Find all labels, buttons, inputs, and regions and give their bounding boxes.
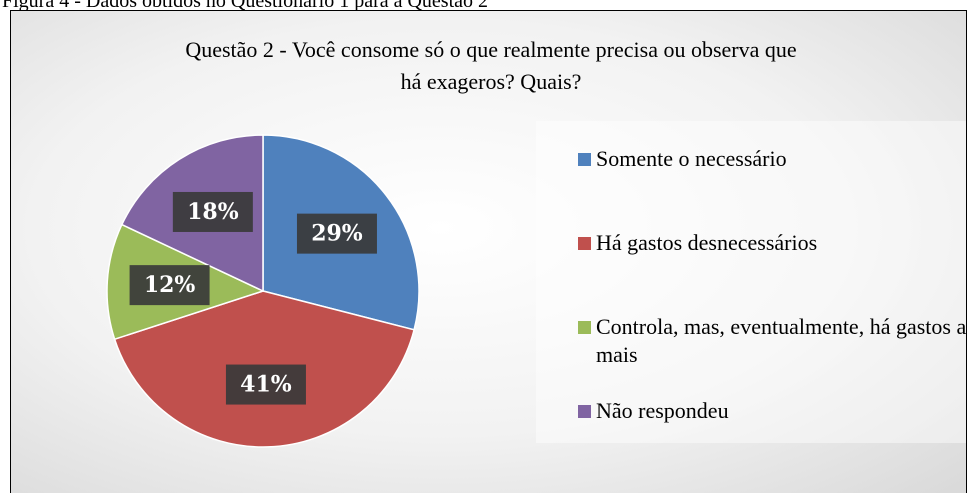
legend-swatch xyxy=(578,153,591,166)
data-label: 18% xyxy=(187,199,239,225)
legend-label: Controla, mas, eventualmente, há gastos … xyxy=(596,314,967,367)
chart-title: Questão 2 - Você consome só o que realme… xyxy=(185,37,796,62)
chart-title: há exageros? Quais? xyxy=(401,69,582,94)
legend-entry: Controla, mas, eventualmente, há gastos … xyxy=(576,313,967,369)
legend-label: Há gastos desnecessários xyxy=(596,230,818,255)
legend-swatch xyxy=(578,405,591,418)
chart: Questão 2 - Você consome só o que realme… xyxy=(106,37,797,448)
legend-entry: Somente o necessário xyxy=(576,145,966,173)
legend-entry: Não respondeu xyxy=(576,397,966,425)
chart-frame: Questão 2 - Você consome só o que realme… xyxy=(10,10,967,493)
data-label-box xyxy=(296,213,377,254)
legend: Somente o necessário Há gastos desnecessá… xyxy=(536,121,966,443)
data-label-box xyxy=(129,265,210,306)
data-label: 29% xyxy=(311,221,363,247)
data-label-box xyxy=(172,191,253,232)
data-label: 12% xyxy=(144,272,196,298)
legend-label: Somente o necessário xyxy=(596,146,787,171)
legend-swatch xyxy=(578,321,591,334)
caption: Figura 4 - Dados obtidos no Questionário… xyxy=(2,0,489,12)
legend-swatch xyxy=(578,237,591,250)
data-label: 41% xyxy=(240,372,292,398)
legend-label: Não respondeu xyxy=(596,398,729,423)
legend-entry: Há gastos desnecessários xyxy=(576,229,966,257)
data-label-box xyxy=(225,364,306,405)
